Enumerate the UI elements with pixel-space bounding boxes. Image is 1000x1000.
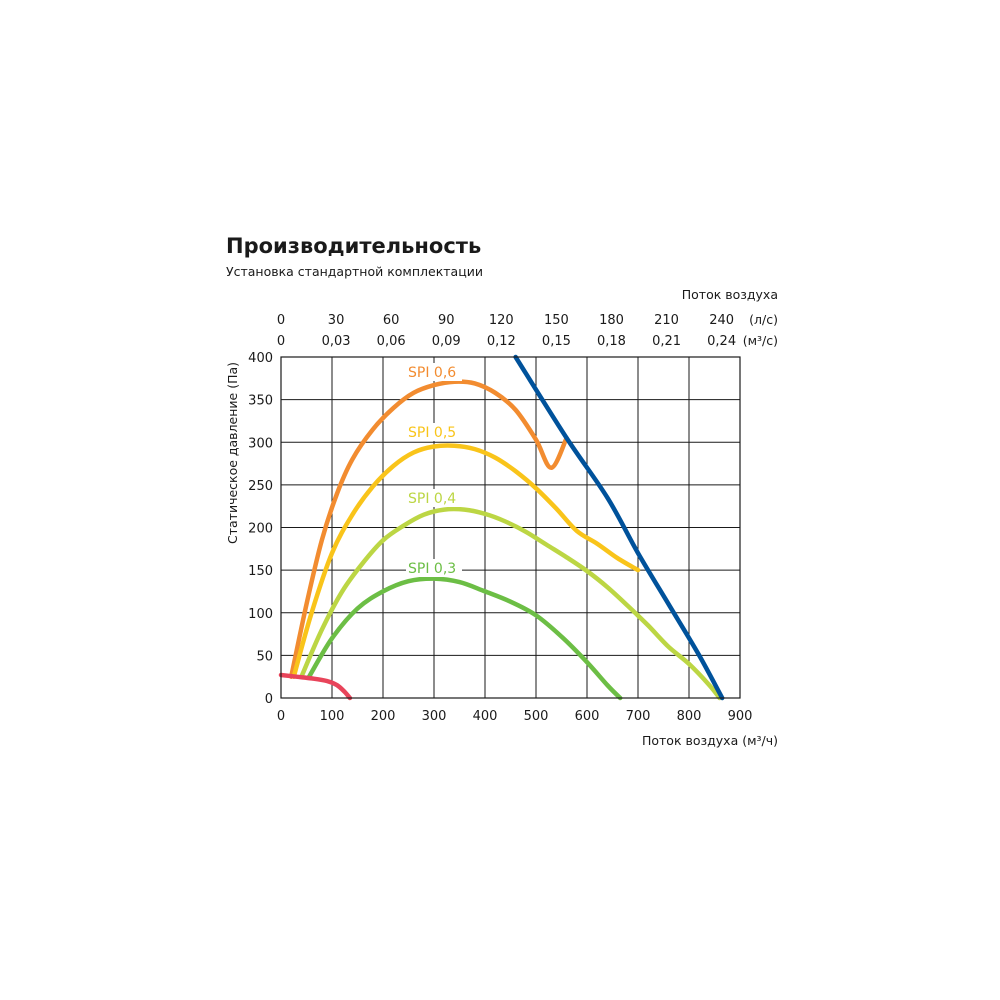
series-label: SPI 0,5 (408, 425, 456, 441)
top-tick-m3s: 0,21 (652, 334, 681, 349)
top-tick-ls: 0 (277, 313, 285, 328)
top-tick-m3s: 0,18 (597, 334, 626, 349)
spi-0-5-curve (291, 443, 641, 679)
y-tick-label: 0 (265, 692, 273, 707)
y-tick-label: 150 (248, 564, 273, 579)
top-axis-unit-ls: (л/с) (749, 312, 778, 327)
spi-0-4-curve (299, 506, 722, 701)
y-tick-label: 200 (248, 522, 273, 537)
x-tick-label: 0 (277, 709, 285, 724)
y-tick-label: 50 (256, 649, 273, 664)
system-limit-curve (513, 354, 725, 701)
y-tick-label: 400 (248, 351, 273, 366)
x-tick-label: 700 (626, 709, 651, 724)
top-tick-ls: 120 (489, 313, 514, 328)
chart-title: Производительность (226, 234, 482, 258)
plot-frame (280, 356, 741, 699)
series-label-bg (406, 363, 462, 381)
top-tick-m3s: 0,24 (707, 334, 736, 349)
x-tick-label: 600 (575, 709, 600, 724)
low-flow-curve (278, 672, 353, 701)
spi-0-6-curve (288, 379, 569, 679)
x-tick-label: 200 (371, 709, 396, 724)
top-tick-m3s: 0,03 (322, 334, 351, 349)
top-tick-ls: 60 (383, 313, 400, 328)
curves (278, 354, 725, 701)
x-tick-label: 100 (320, 709, 345, 724)
top-tick-ls: 240 (709, 313, 734, 328)
series-labels: SPI 0,6 SPI 0,5 SPI 0,4 SPI 0,3 (406, 363, 462, 577)
x-tick-label: 500 (524, 709, 549, 724)
top-tick-ls: 150 (544, 313, 569, 328)
top-tick-m3s: 0,15 (542, 334, 571, 349)
series-label-bg (406, 423, 462, 441)
y-tick-label: 350 (248, 394, 273, 409)
y-tick-label: 300 (248, 436, 273, 451)
top-axis-label: Поток воздуха (682, 287, 778, 302)
axes: 0 100 200 300 400 500 600 700 800 900050100150200… (248, 313, 752, 724)
top-tick-ls: 180 (599, 313, 624, 328)
series-label-bg (406, 489, 462, 507)
x-tick-label: 300 (422, 709, 447, 724)
chart-subtitle: Установка стандартной комплектации (226, 264, 483, 279)
series-label: SPI 0,3 (408, 561, 456, 577)
top-tick-m3s: 0,09 (432, 334, 461, 349)
top-axis-unit-m3s: (м³/с) (743, 333, 778, 348)
y-axis-label: Статическое давление (Па) (225, 362, 240, 544)
top-tick-m3s: 0 (277, 334, 285, 349)
x-tick-label: 400 (473, 709, 498, 724)
y-tick-label: 250 (248, 479, 273, 494)
plot-border (280, 356, 741, 699)
series-label-bg (406, 559, 462, 577)
top-tick-ls: 210 (654, 313, 679, 328)
top-tick-ls: 90 (438, 313, 455, 328)
x-tick-label: 800 (677, 709, 702, 724)
series-label: SPI 0,6 (408, 365, 456, 381)
top-tick-m3s: 0,12 (487, 334, 516, 349)
series-label: SPI 0,4 (408, 491, 456, 507)
x-axis-label: Поток воздуха (м³/ч) (642, 733, 778, 748)
x-tick-label: 900 (728, 709, 753, 724)
top-tick-ls: 30 (328, 313, 345, 328)
spi-0-3-curve (306, 576, 623, 701)
top-tick-m3s: 0,06 (377, 334, 406, 349)
y-tick-label: 100 (248, 607, 273, 622)
